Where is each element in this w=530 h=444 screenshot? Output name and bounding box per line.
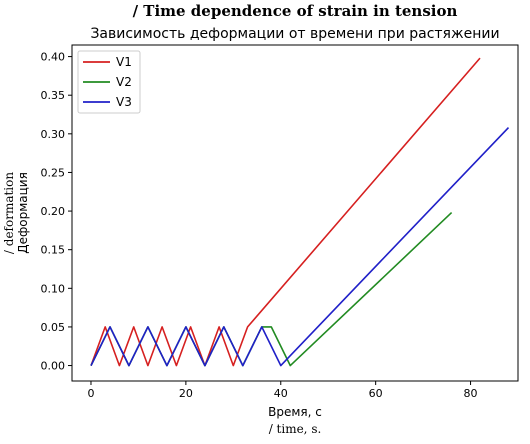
x-axis-label: Время, с (268, 405, 322, 419)
y-tick-label: 0.40 (41, 51, 66, 64)
y-tick-label: 0.05 (41, 321, 66, 334)
series-lines (90, 57, 510, 367)
legend-label-v1: V1 (116, 55, 132, 69)
y-tick-label: 0.00 (41, 360, 66, 373)
x-tick-label: 20 (179, 387, 193, 400)
x-tick-label: 80 (464, 387, 478, 400)
x-tick-label: 40 (274, 387, 288, 400)
y-tick-label: 0.25 (41, 166, 66, 179)
chart-title: Зависимость деформации от времени при ра… (90, 26, 499, 42)
series-line-v2 (90, 212, 453, 367)
x-axis-label-en: / time, s. (269, 422, 322, 436)
y-tick-label: 0.35 (41, 89, 66, 102)
legend-label-v3: V3 (116, 95, 132, 109)
series-line-v3 (90, 127, 510, 367)
chart-title-en: / Time dependence of strain in tension (133, 2, 458, 20)
y-tick-label: 0.10 (41, 282, 66, 295)
y-axis-label-en: / deformation (2, 172, 16, 254)
x-tick-label: 60 (369, 387, 383, 400)
legend-label-v2: V2 (116, 75, 132, 89)
axis-ticks: 0 20 40 60 80 0.00 0.05 0.10 0.15 0.20 0.25 0.30 0.3… (41, 51, 478, 400)
series-line-v1 (90, 57, 481, 367)
plot-frame (71, 44, 519, 382)
y-tick-label: 0.15 (41, 244, 66, 257)
y-tick-label: 0.30 (41, 128, 66, 141)
y-axis-label: Деформация (16, 172, 30, 254)
y-tick-label: 0.20 (41, 205, 66, 218)
x-tick-label: 0 (87, 387, 94, 400)
legend: V1 V2 V3 (77, 50, 141, 114)
